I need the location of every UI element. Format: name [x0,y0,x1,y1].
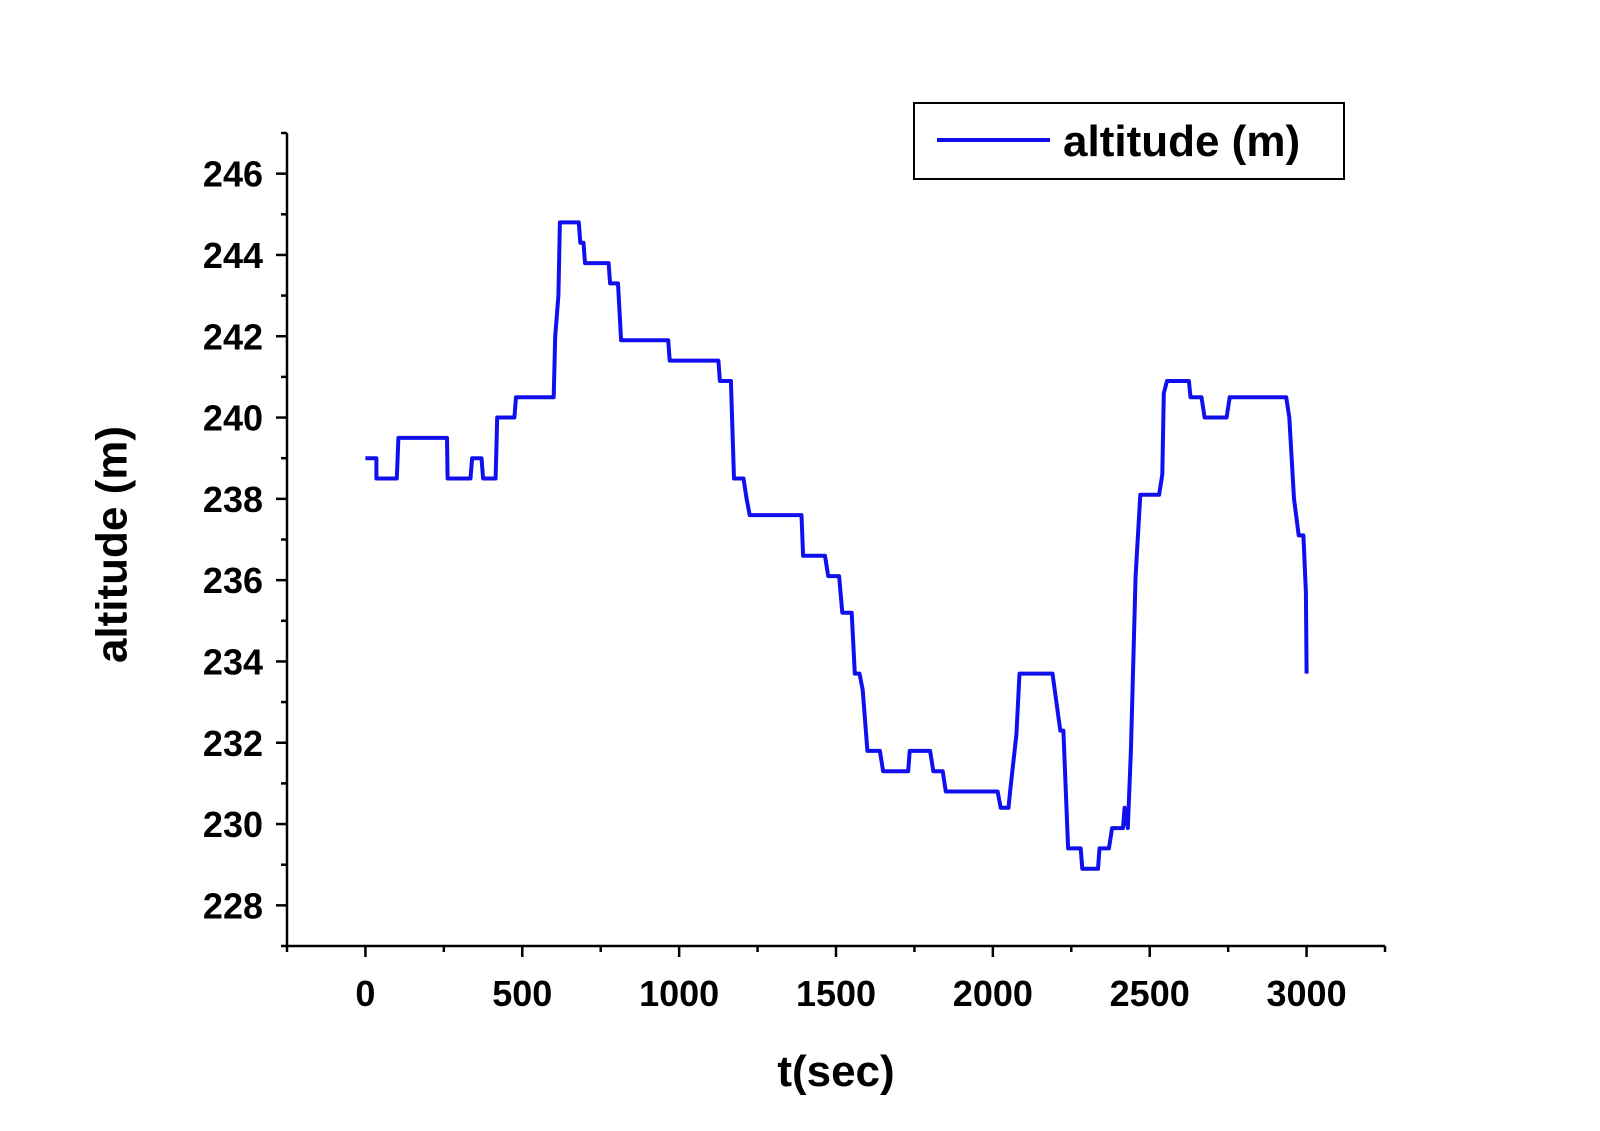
y-tick-label: 228 [203,885,263,926]
x-axis-title: t(sec) [777,1047,894,1096]
x-tick-label: 0 [355,973,375,1014]
y-tick-label: 240 [203,398,263,439]
y-tick-label: 238 [203,479,263,520]
y-tick-label: 230 [203,804,263,845]
y-tick-label: 234 [203,641,263,682]
y-ticks: 228 230 232 234 236 238 240 242 244 246 [203,131,287,948]
x-tick-label: 3000 [1267,973,1347,1014]
x-tick-label: 1500 [796,973,876,1014]
y-tick-label: 244 [203,235,263,276]
x-ticks: 0 500 1000 1500 2000 2500 3000 [285,946,1387,1014]
y-tick-label: 246 [203,154,263,195]
y-tick-label: 236 [203,560,263,601]
y-axis-title: altitude (m) [88,426,137,663]
series-line-altitude [365,220,1309,871]
legend-label: altitude (m) [1063,117,1300,166]
axes [285,133,1385,948]
y-tick-label: 232 [203,723,263,764]
x-tick-label: 2500 [1110,973,1190,1014]
x-tick-label: 1000 [639,973,719,1014]
y-tick-label: 242 [203,316,263,357]
x-tick-label: 500 [492,973,552,1014]
legend: altitude (m) [913,102,1345,180]
x-tick-label: 2000 [953,973,1033,1014]
